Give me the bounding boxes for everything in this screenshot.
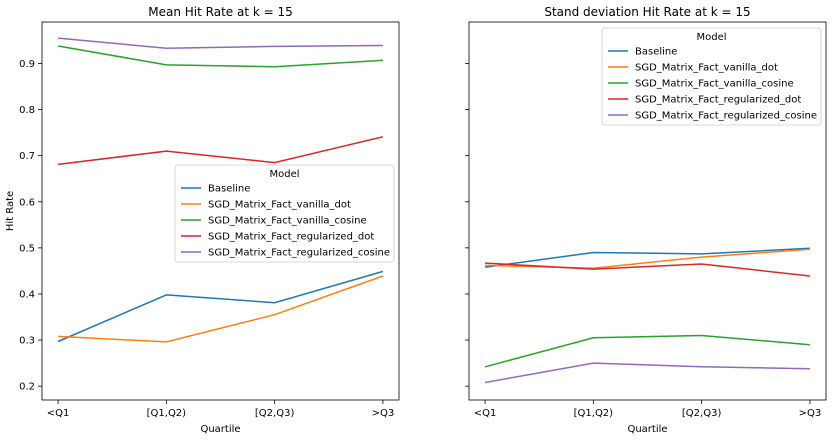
x-tick-label: [Q2,Q3)	[255, 408, 295, 419]
legend-label: SGD_Matrix_Fact_vanilla_dot	[635, 63, 778, 74]
legend-box	[174, 164, 395, 263]
legend-label: SGD_Matrix_Fact_vanilla_cosine	[635, 79, 794, 90]
chart-panel-1: Mean Hit Rate at k = 15 0.2 0.3 0.4 0.5 0.6 0.…	[5, 5, 400, 435]
series-line	[484, 362, 810, 384]
legend-label: SGD_Matrix_Fact_regularized_dot	[635, 95, 801, 106]
chart-title: Stand deviation Hit Rate at k = 15	[544, 5, 750, 19]
legend-box	[601, 27, 822, 126]
series-line	[57, 270, 384, 343]
plot-frame	[468, 21, 827, 401]
legend-title: Model	[696, 32, 726, 43]
series-line	[485, 262, 810, 277]
chart-title: Mean Hit Rate at k = 15	[148, 5, 293, 19]
x-tick-label: [Q1,Q2)	[147, 408, 187, 419]
legend-title: Model	[269, 169, 299, 180]
x-axis-label: Quartile	[627, 424, 667, 435]
x-tick-label: <Q1	[474, 408, 497, 419]
legend-label: SGD_Matrix_Fact_vanilla_cosine	[208, 216, 367, 227]
series-line	[58, 275, 384, 343]
legend-label: Baseline	[635, 47, 677, 58]
series-line	[58, 136, 384, 166]
series-line	[484, 334, 810, 368]
plot-frame	[41, 21, 400, 401]
series-line	[58, 37, 383, 50]
y-axis-label: Hit Rate	[5, 191, 16, 231]
y-tick-label: 0.4	[19, 289, 35, 300]
x-tick-label: [Q1,Q2)	[574, 408, 614, 419]
series-line	[484, 247, 810, 268]
y-tick-label: 0.8	[19, 105, 35, 116]
legend-label: SGD_Matrix_Fact_regularized_dot	[208, 232, 374, 243]
x-tick-label: >Q3	[372, 408, 395, 419]
chart-panel-2: Stand deviation Hit Rate at k = 15 <Q1 [Q1…	[465, 5, 827, 435]
y-tick-label: 0.9	[19, 59, 35, 70]
y-tick-label: 0.6	[19, 197, 35, 208]
x-tick-label: <Q1	[47, 408, 70, 419]
x-axis-label: Quartile	[200, 424, 240, 435]
legend-label: SGD_Matrix_Fact_regularized_cosine	[635, 111, 817, 122]
y-tick-label: 0.7	[19, 151, 35, 162]
legend-label: Baseline	[208, 184, 250, 195]
y-tick-label: 0.5	[19, 243, 35, 254]
series-line	[57, 45, 383, 68]
y-tick-label: 0.3	[19, 336, 35, 347]
x-tick-label: >Q3	[799, 408, 822, 419]
x-tick-label: [Q2,Q3)	[682, 408, 722, 419]
legend-label: SGD_Matrix_Fact_vanilla_dot	[208, 200, 351, 211]
legend-label: SGD_Matrix_Fact_regularized_cosine	[208, 248, 390, 259]
y-tick-label: 0.2	[19, 382, 35, 393]
